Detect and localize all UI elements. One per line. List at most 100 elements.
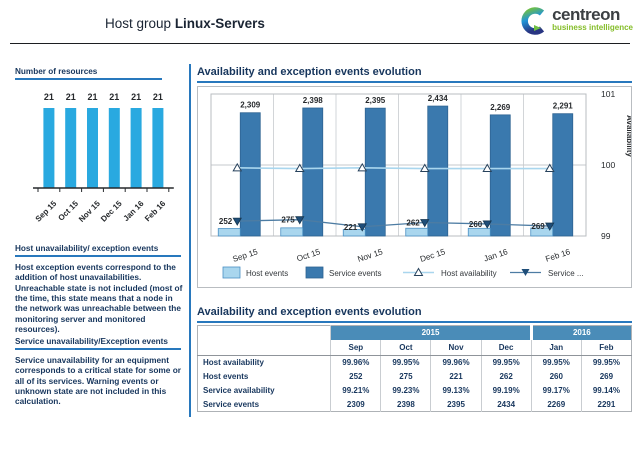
mini-x-label: Feb 16 (143, 199, 168, 224)
table-cell: 99.96% (430, 355, 482, 370)
table-month-header: Dec (480, 339, 532, 356)
service-availability-marker (295, 216, 305, 225)
host-availability-line (237, 167, 550, 170)
availability-combo-chart: 2,309 2,398 2,395 2,434 2,269 2,291 252 275 221 2… (197, 86, 634, 288)
host-events-bar (405, 227, 429, 237)
right-axis-tick: 100 (601, 160, 615, 170)
legend-label-service-availability: Service ... (548, 269, 584, 278)
table-cell: 269 (580, 369, 632, 384)
resource-bar-value: 21 (44, 92, 54, 102)
table-row-label: Service events (203, 399, 260, 409)
service-availability-marker (232, 217, 242, 226)
mini-x-label: Nov 15 (77, 199, 102, 224)
service-events-bar (364, 107, 386, 237)
host-availability-marker (294, 163, 305, 173)
table-cell: 99.95% (380, 355, 431, 370)
table-row-label: Host events (203, 372, 249, 381)
table-cell: 99.95% (480, 355, 532, 370)
mini-x-label: Oct 15 (56, 199, 80, 223)
table-row: Service availability 99.21% 99.23% 99.13% 99… (198, 383, 632, 398)
plot-border (210, 93, 587, 237)
table-month-header: Jan (530, 339, 582, 356)
legend-swatch-host-events (222, 266, 241, 279)
table-year-header: 2016 (529, 325, 632, 340)
table-section-title: Availability and exception events evolut… (197, 306, 632, 323)
table-cell: 99.96% (330, 355, 381, 370)
combo-x-label: Dec 15 (419, 247, 447, 264)
resource-bar-value: 21 (66, 92, 76, 102)
table-cell: 2269 (530, 397, 582, 412)
resource-bar (130, 108, 142, 188)
legend-marker-service-availability (521, 269, 530, 276)
host-availability-marker (482, 163, 493, 173)
page-title-prefix: Host group (105, 16, 172, 31)
combo-x-label: Oct 15 (296, 247, 322, 263)
right-axis-tick: 99 (601, 231, 611, 241)
vertical-divider (189, 64, 191, 417)
sidebar-text-host-unavailability: Host exception events correspond to the … (15, 262, 183, 335)
combo-x-label: Nov 15 (356, 247, 384, 264)
legend-label-host-availability: Host availability (441, 269, 497, 278)
resource-bar-value: 21 (131, 92, 141, 102)
table-cell: 2309 (330, 397, 381, 412)
table-cell: 99.17% (530, 383, 582, 398)
right-axis-tick: 101 (601, 89, 615, 99)
centreon-logo-icon (518, 6, 548, 41)
service-events-bar (427, 105, 449, 237)
service-events-label: 2,291 (553, 102, 574, 111)
host-events-bar (280, 227, 304, 237)
service-availability-marker (420, 219, 430, 228)
table-month-row: Sep Oct Nov Dec Jan Feb (197, 339, 632, 356)
table-cell: 99.14% (580, 383, 632, 398)
service-events-bar (489, 114, 511, 237)
table-month-header: Sep (330, 339, 381, 356)
table-cell: 99.23% (380, 383, 431, 398)
service-availability-line (237, 219, 550, 228)
logo-subtitle: business intelligence (552, 23, 633, 32)
resource-bar (65, 108, 77, 188)
service-availability-marker (357, 223, 367, 232)
table-cell: 262 (480, 369, 532, 384)
table-cell: 99.95% (580, 355, 632, 370)
table-year-row: 2015 2016 (197, 325, 632, 340)
legend-marker-host-availability (413, 267, 424, 276)
table-row: Service events 2309 2398 2395 2434 2269 2291 (198, 397, 632, 412)
table-year-header: 2015 (330, 325, 532, 340)
legend-label-service-events: Service events (329, 269, 381, 278)
chart-section-title: Availability and exception events evolut… (197, 66, 632, 83)
service-availability-marker (545, 222, 555, 231)
service-events-bar (239, 112, 261, 237)
table-cell: 99.21% (330, 383, 381, 398)
host-events-bar (342, 229, 366, 237)
resource-bar-value: 21 (153, 92, 163, 102)
service-events-label: 2,269 (490, 103, 511, 112)
combo-x-label: Feb 16 (544, 247, 571, 264)
service-events-label: 2,434 (428, 94, 449, 103)
table-cell: 2291 (580, 397, 632, 412)
table-month-header: Feb (580, 339, 632, 356)
resource-bar (87, 108, 98, 188)
host-events-label: 262 (406, 219, 420, 228)
table-cell: 99.95% (530, 355, 582, 370)
service-events-bar (302, 107, 324, 237)
legend-swatch-service-events (305, 266, 324, 279)
service-events-label: 2,309 (240, 101, 261, 110)
mini-x-label: Dec 15 (99, 199, 124, 224)
host-events-label: 269 (531, 222, 545, 231)
page-title-hostgroup: Linux-Servers (174, 16, 265, 31)
table-cell: 2398 (380, 397, 431, 412)
host-events-bar (217, 228, 241, 237)
centreon-logo: centreon business intelligence (518, 6, 633, 41)
service-events-bar (552, 113, 574, 237)
table-cell: 221 (430, 369, 482, 384)
service-events-label: 2,398 (303, 96, 324, 105)
host-availability-marker (357, 162, 368, 172)
availability-table: 2015 2016 Sep Oct Nov Dec Jan Feb Host availabil… (197, 325, 632, 412)
sidebar-heading-service-unavailability: Service unavailability/Exception events (15, 337, 181, 350)
table-cell: 99.13% (430, 383, 482, 398)
page-title: Host group Linux-Servers (105, 16, 265, 31)
sidebar-heading-host-unavailability: Host unavailability/ exception events (15, 244, 181, 257)
host-events-bar (467, 227, 491, 237)
table-cell: 275 (380, 369, 431, 384)
table-row-label: Service availability (203, 386, 275, 395)
